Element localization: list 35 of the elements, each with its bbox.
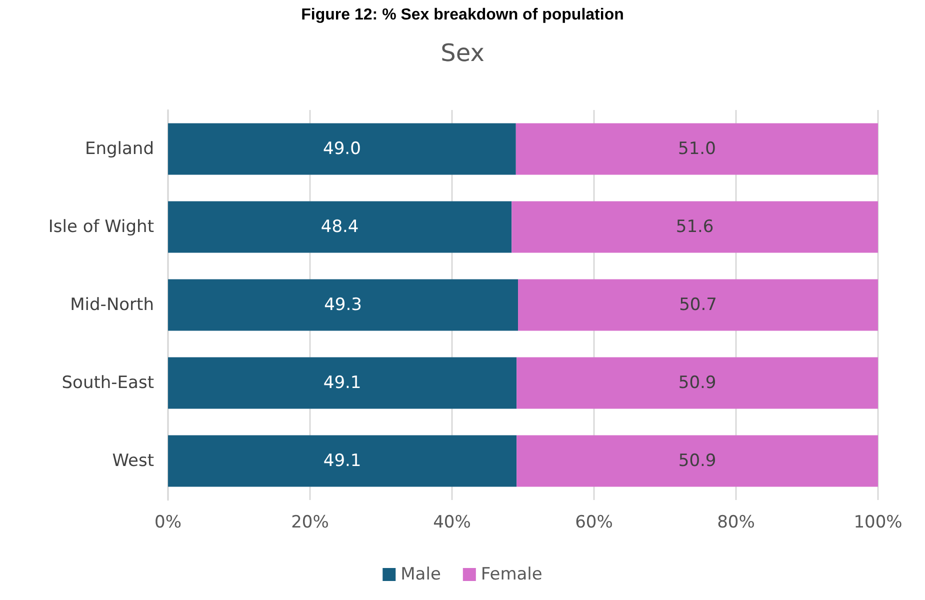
data-label: 49.1: [323, 451, 362, 471]
legend-label: Male: [400, 564, 441, 584]
bar: [168, 435, 517, 487]
bar: [168, 123, 516, 175]
bar: [518, 279, 878, 331]
y-tick-label: Isle of Wight: [48, 217, 154, 237]
bar: [516, 357, 878, 409]
data-label: 48.4: [320, 217, 359, 237]
bar: [516, 435, 878, 487]
y-tick-label: West: [112, 451, 154, 471]
chart-title: Figure 12: % Sex breakdown of population: [301, 6, 624, 24]
x-tick-label: 40%: [433, 512, 471, 532]
bar: [168, 201, 512, 253]
data-label: 49.1: [323, 373, 362, 393]
x-tick-label: 20%: [291, 512, 329, 532]
y-tick-label: Mid-North: [70, 295, 154, 315]
x-tick-label: 100%: [854, 512, 902, 532]
data-label: 50.9: [678, 373, 716, 393]
bar: [512, 201, 878, 253]
x-tick-label: 0%: [154, 512, 182, 532]
x-tick-label: 60%: [575, 512, 613, 532]
data-label: 50.9: [678, 451, 716, 471]
y-tick-label: England: [84, 139, 154, 159]
y-tick-label: South-East: [62, 373, 154, 393]
bar: [168, 357, 517, 409]
bar: [168, 279, 518, 331]
data-label: 50.7: [679, 295, 717, 315]
data-label: 51.0: [678, 139, 716, 159]
data-label: 51.6: [676, 217, 714, 237]
bar: [516, 123, 878, 175]
legend-label: Female: [480, 564, 542, 584]
data-label: 49.0: [323, 139, 361, 159]
chart-subtitle: Sex: [440, 39, 484, 67]
data-label: 49.3: [324, 295, 362, 315]
x-tick-label: 80%: [717, 512, 755, 532]
